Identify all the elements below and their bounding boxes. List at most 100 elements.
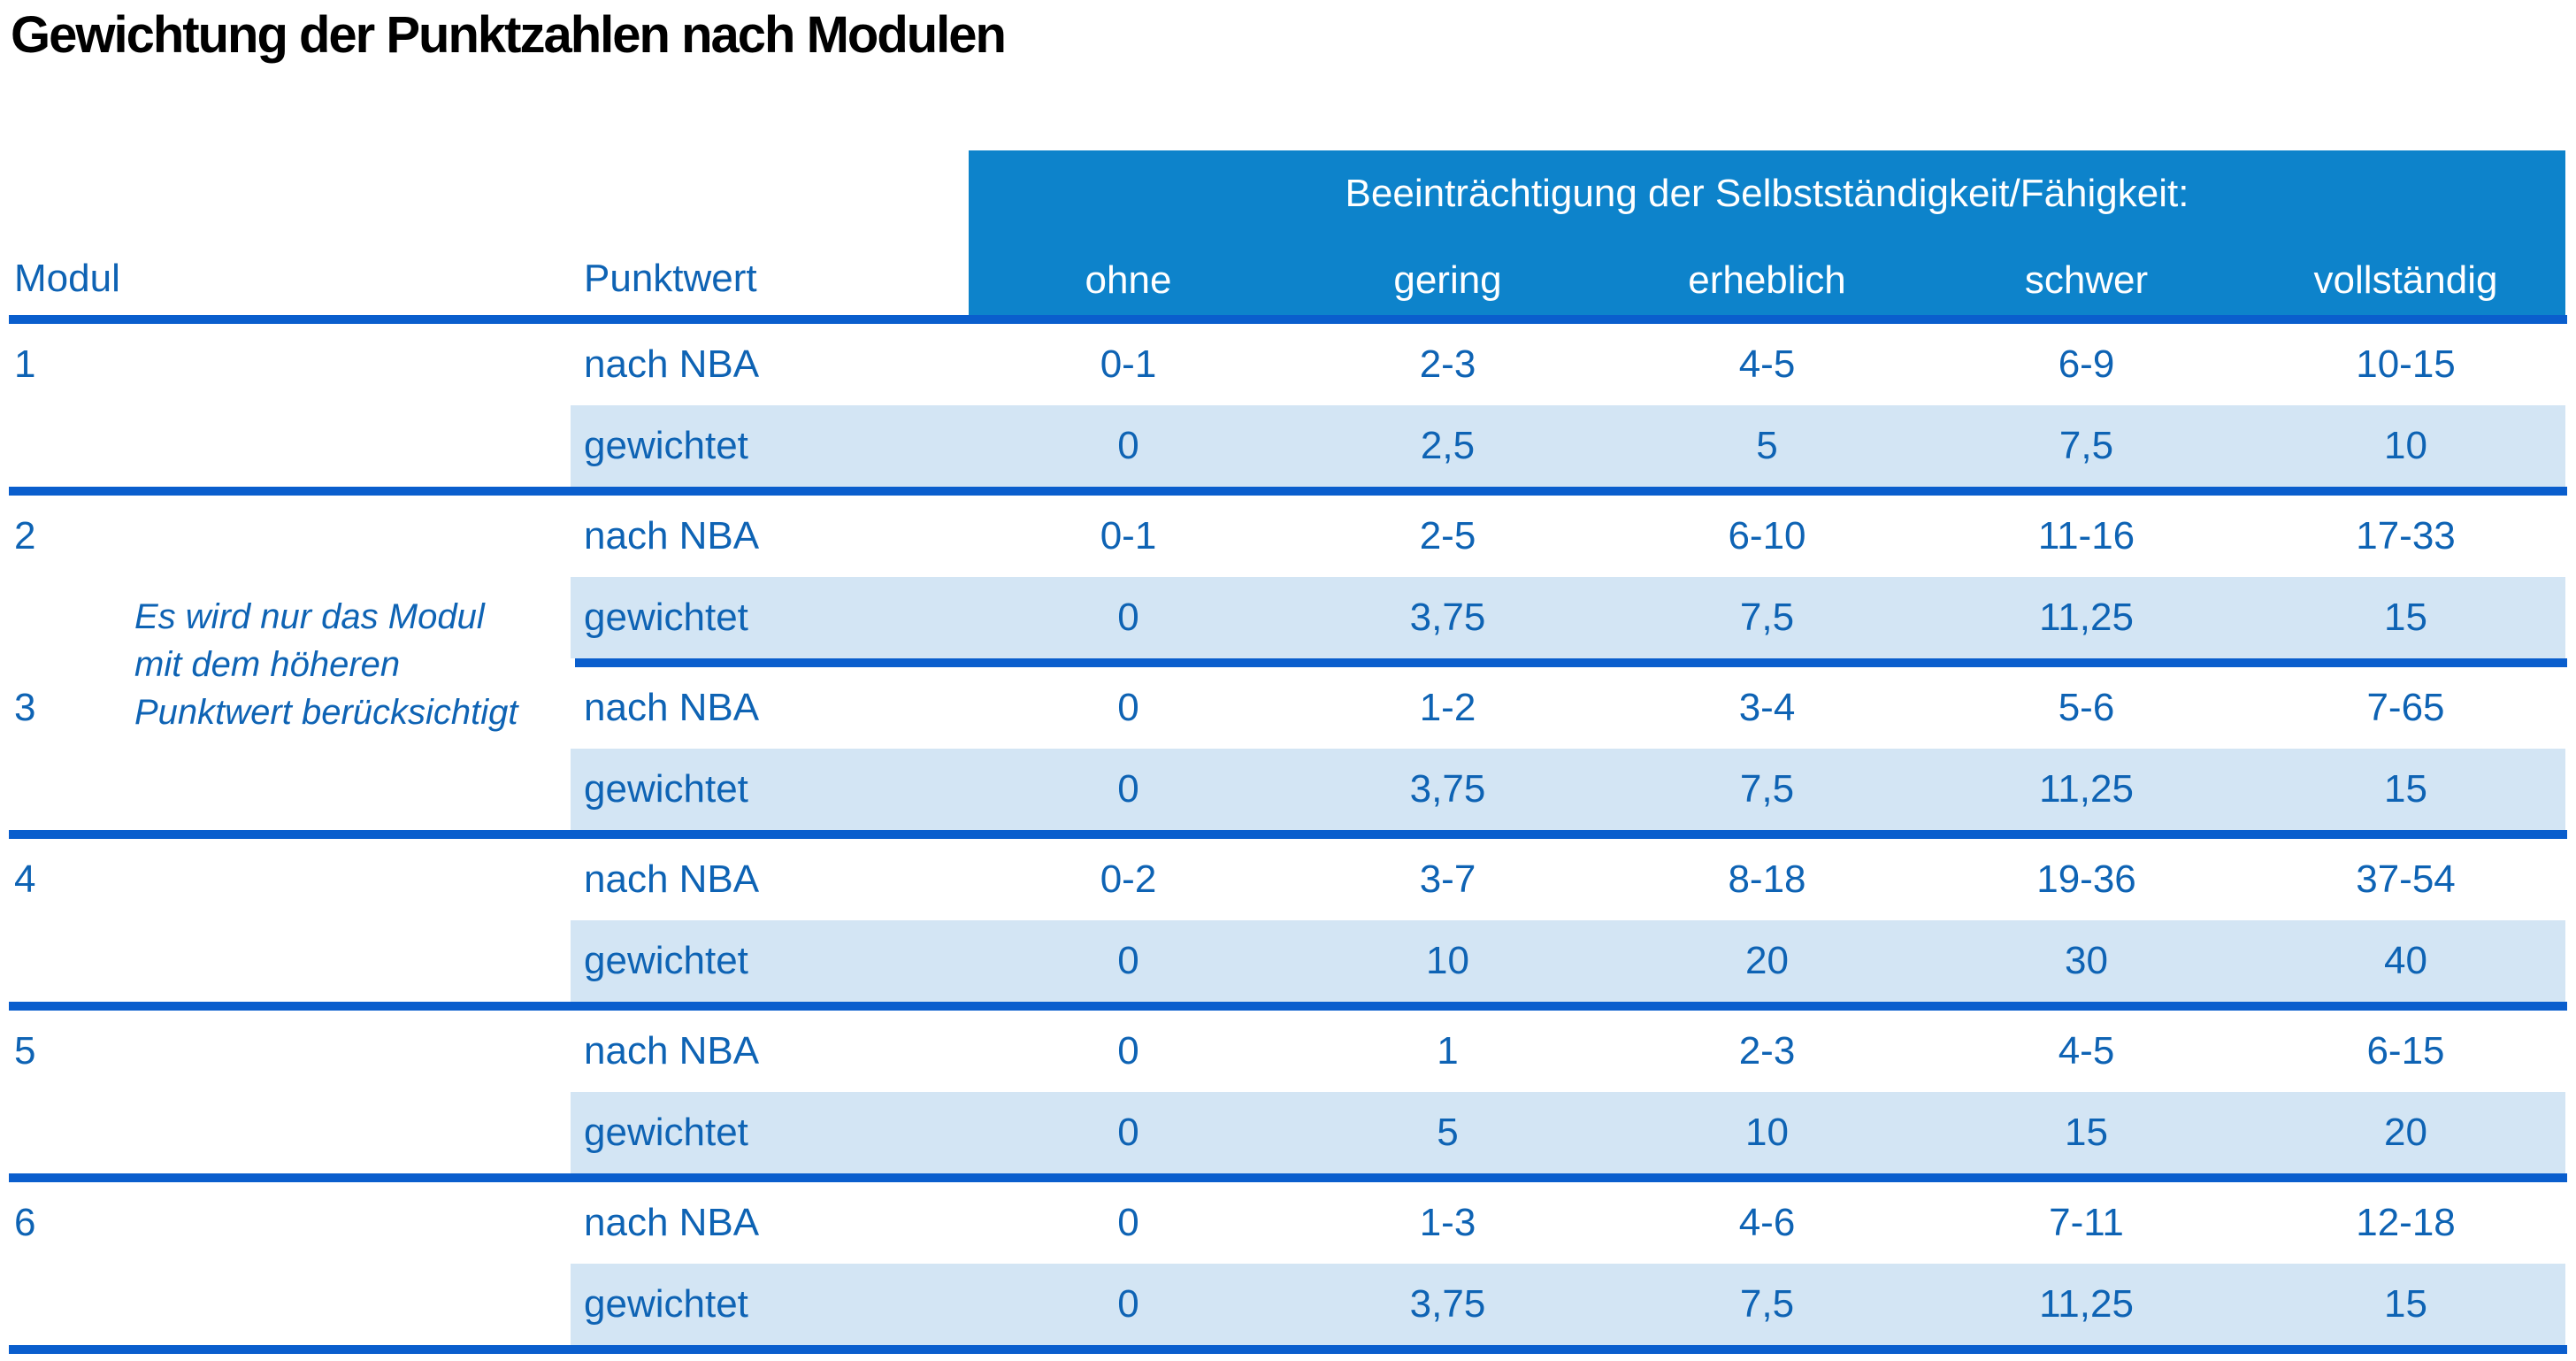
value-cell: 2-5 [1419, 514, 1476, 557]
row-label-nach-nba: nach NBA [584, 514, 760, 557]
table-row-module4-nba: 4 nach NBA 0-2 3-7 8-18 19-36 37-54 [0, 839, 2576, 920]
table-row-module5-weighted: gewichtet 0 5 10 15 20 [0, 1092, 2576, 1173]
column-header-modul: Modul [14, 257, 120, 300]
note-line: Es wird nur das Modul [134, 597, 485, 636]
value-cell: 15 [2384, 767, 2427, 811]
value-cell: 11,25 [2039, 1282, 2134, 1326]
group-rule [9, 1002, 2567, 1011]
header-rule [9, 315, 2567, 324]
row-label-nach-nba: nach NBA [584, 857, 760, 901]
value-cell: 7,5 [1739, 596, 1795, 639]
value-cell: 12-18 [2356, 1201, 2456, 1244]
row-label-gewichtet: gewichtet [584, 1282, 748, 1326]
column-header-vollstaendig: vollständig [2313, 258, 2498, 302]
value-cell: 0-1 [1100, 514, 1157, 557]
page-title: Gewichtung der Punktzahlen nach Modulen [11, 6, 1007, 64]
module-number: 5 [14, 1029, 36, 1073]
value-cell: 5 [1756, 424, 1778, 467]
value-cell: 40 [2384, 939, 2427, 982]
value-cell: 11,25 [2039, 767, 2134, 811]
group-rule [9, 1173, 2567, 1182]
note-line: mit dem höheren [134, 645, 401, 684]
module-number: 1 [14, 342, 36, 386]
row-label-nach-nba: nach NBA [584, 686, 760, 729]
value-cell: 7,5 [2058, 424, 2114, 467]
table-row-module2-weighted: gewichtet 0 3,75 7,5 11,25 15 [0, 577, 2576, 658]
row-label-gewichtet: gewichtet [584, 424, 748, 467]
value-cell: 3,75 [1409, 596, 1486, 639]
value-cell: 0 [1117, 596, 1139, 639]
value-cell: 1-2 [1419, 686, 1476, 729]
table-header: Modul Punktwert Beeinträchtigung der Sel… [0, 150, 2576, 315]
table-row-module2-nba: 2 nach NBA 0-1 2-5 6-10 11-16 17-33 [0, 496, 2576, 577]
value-cell: 10 [1426, 939, 1469, 982]
value-cell: 3,75 [1409, 1282, 1486, 1326]
value-cell: 37-54 [2356, 857, 2456, 901]
value-cell: 5-6 [2058, 686, 2115, 729]
value-cell: 6-10 [1728, 514, 1806, 557]
value-cell: 11,25 [2039, 596, 2134, 639]
value-cell: 19-36 [2036, 857, 2136, 901]
value-cell: 1-3 [1419, 1201, 1476, 1244]
table-row-module5-nba: 5 nach NBA 0 1 2-3 4-5 6-15 [0, 1011, 2576, 1092]
table-row-module3-nba: 3 nach NBA 0 1-2 3-4 5-6 7-65 [0, 667, 2576, 749]
value-cell: 7-65 [2366, 686, 2445, 729]
column-header-gering: gering [1393, 258, 1502, 302]
value-cell: 7-11 [2049, 1201, 2124, 1244]
row-label-gewichtet: gewichtet [584, 767, 748, 811]
value-cell: 0 [1117, 424, 1139, 467]
module2-3-note: Es wird nur das Modul mit dem höheren Pu… [134, 593, 518, 736]
value-cell: 4-5 [1738, 342, 1796, 386]
value-cell: 0 [1117, 1282, 1139, 1326]
row-label-gewichtet: gewichtet [584, 1111, 748, 1154]
module-number: 3 [14, 686, 36, 729]
value-cell: 15 [2065, 1111, 2108, 1154]
value-cell: 10 [2384, 424, 2427, 467]
table-row-module1-weighted: gewichtet 0 2,5 5 7,5 10 [0, 405, 2576, 487]
value-cell: 30 [2065, 939, 2108, 982]
value-cell: 7,5 [1739, 767, 1795, 811]
column-header-schwer: schwer [2024, 258, 2149, 302]
column-header-erheblich: erheblich [1688, 258, 1846, 302]
value-cell: 17-33 [2356, 514, 2456, 557]
value-cell: 3-7 [1419, 857, 1476, 901]
row-label-gewichtet: gewichtet [584, 596, 748, 639]
row-label-nach-nba: nach NBA [584, 342, 760, 386]
impairment-group-title: Beeinträchtigung der Selbstständigkeit/F… [1345, 172, 2189, 215]
value-cell: 1 [1437, 1029, 1459, 1073]
value-cell: 0 [1117, 686, 1139, 729]
table-row-module6-weighted: gewichtet 0 3,75 7,5 11,25 15 [0, 1264, 2576, 1345]
table-row-module6-nba: 6 nach NBA 0 1-3 4-6 7-11 12-18 [0, 1182, 2576, 1264]
value-cell: 10 [1745, 1111, 1789, 1154]
table-row-module4-weighted: gewichtet 0 10 20 30 40 [0, 920, 2576, 1002]
note-line: Punktwert berücksichtigt [134, 693, 518, 732]
column-header-punktwert: Punktwert [584, 257, 757, 300]
table-row-module3-weighted: gewichtet 0 3,75 7,5 11,25 15 [0, 749, 2576, 830]
module-number: 4 [14, 857, 36, 901]
table-row-module1-nba: 1 nach NBA 0-1 2-3 4-5 6-9 10-15 [0, 324, 2576, 405]
value-cell: 0 [1117, 939, 1139, 982]
value-cell: 2-3 [1419, 342, 1476, 386]
value-cell: 0-2 [1100, 857, 1157, 901]
value-cell: 6-15 [2366, 1029, 2445, 1073]
module-number: 2 [14, 514, 36, 557]
value-cell: 0 [1117, 1201, 1139, 1244]
bottom-rule [9, 1345, 2567, 1354]
value-cell: 15 [2384, 1282, 2427, 1326]
value-cell: 10-15 [2356, 342, 2456, 386]
value-cell: 20 [2384, 1111, 2427, 1154]
value-cell: 0 [1117, 767, 1139, 811]
value-cell: 0 [1117, 1029, 1139, 1073]
row-label-gewichtet: gewichtet [584, 939, 748, 982]
value-cell: 20 [1745, 939, 1789, 982]
value-cell: 0-1 [1100, 342, 1157, 386]
value-cell: 3-4 [1738, 686, 1796, 729]
impairment-header-band: Beeinträchtigung der Selbstständigkeit/F… [969, 150, 2565, 315]
value-cell: 3,75 [1409, 767, 1486, 811]
value-cell: 4-5 [2058, 1029, 2115, 1073]
column-header-ohne: ohne [1085, 258, 1172, 302]
value-cell: 4-6 [1738, 1201, 1796, 1244]
value-cell: 2-3 [1738, 1029, 1796, 1073]
value-cell: 11-16 [2037, 514, 2135, 557]
